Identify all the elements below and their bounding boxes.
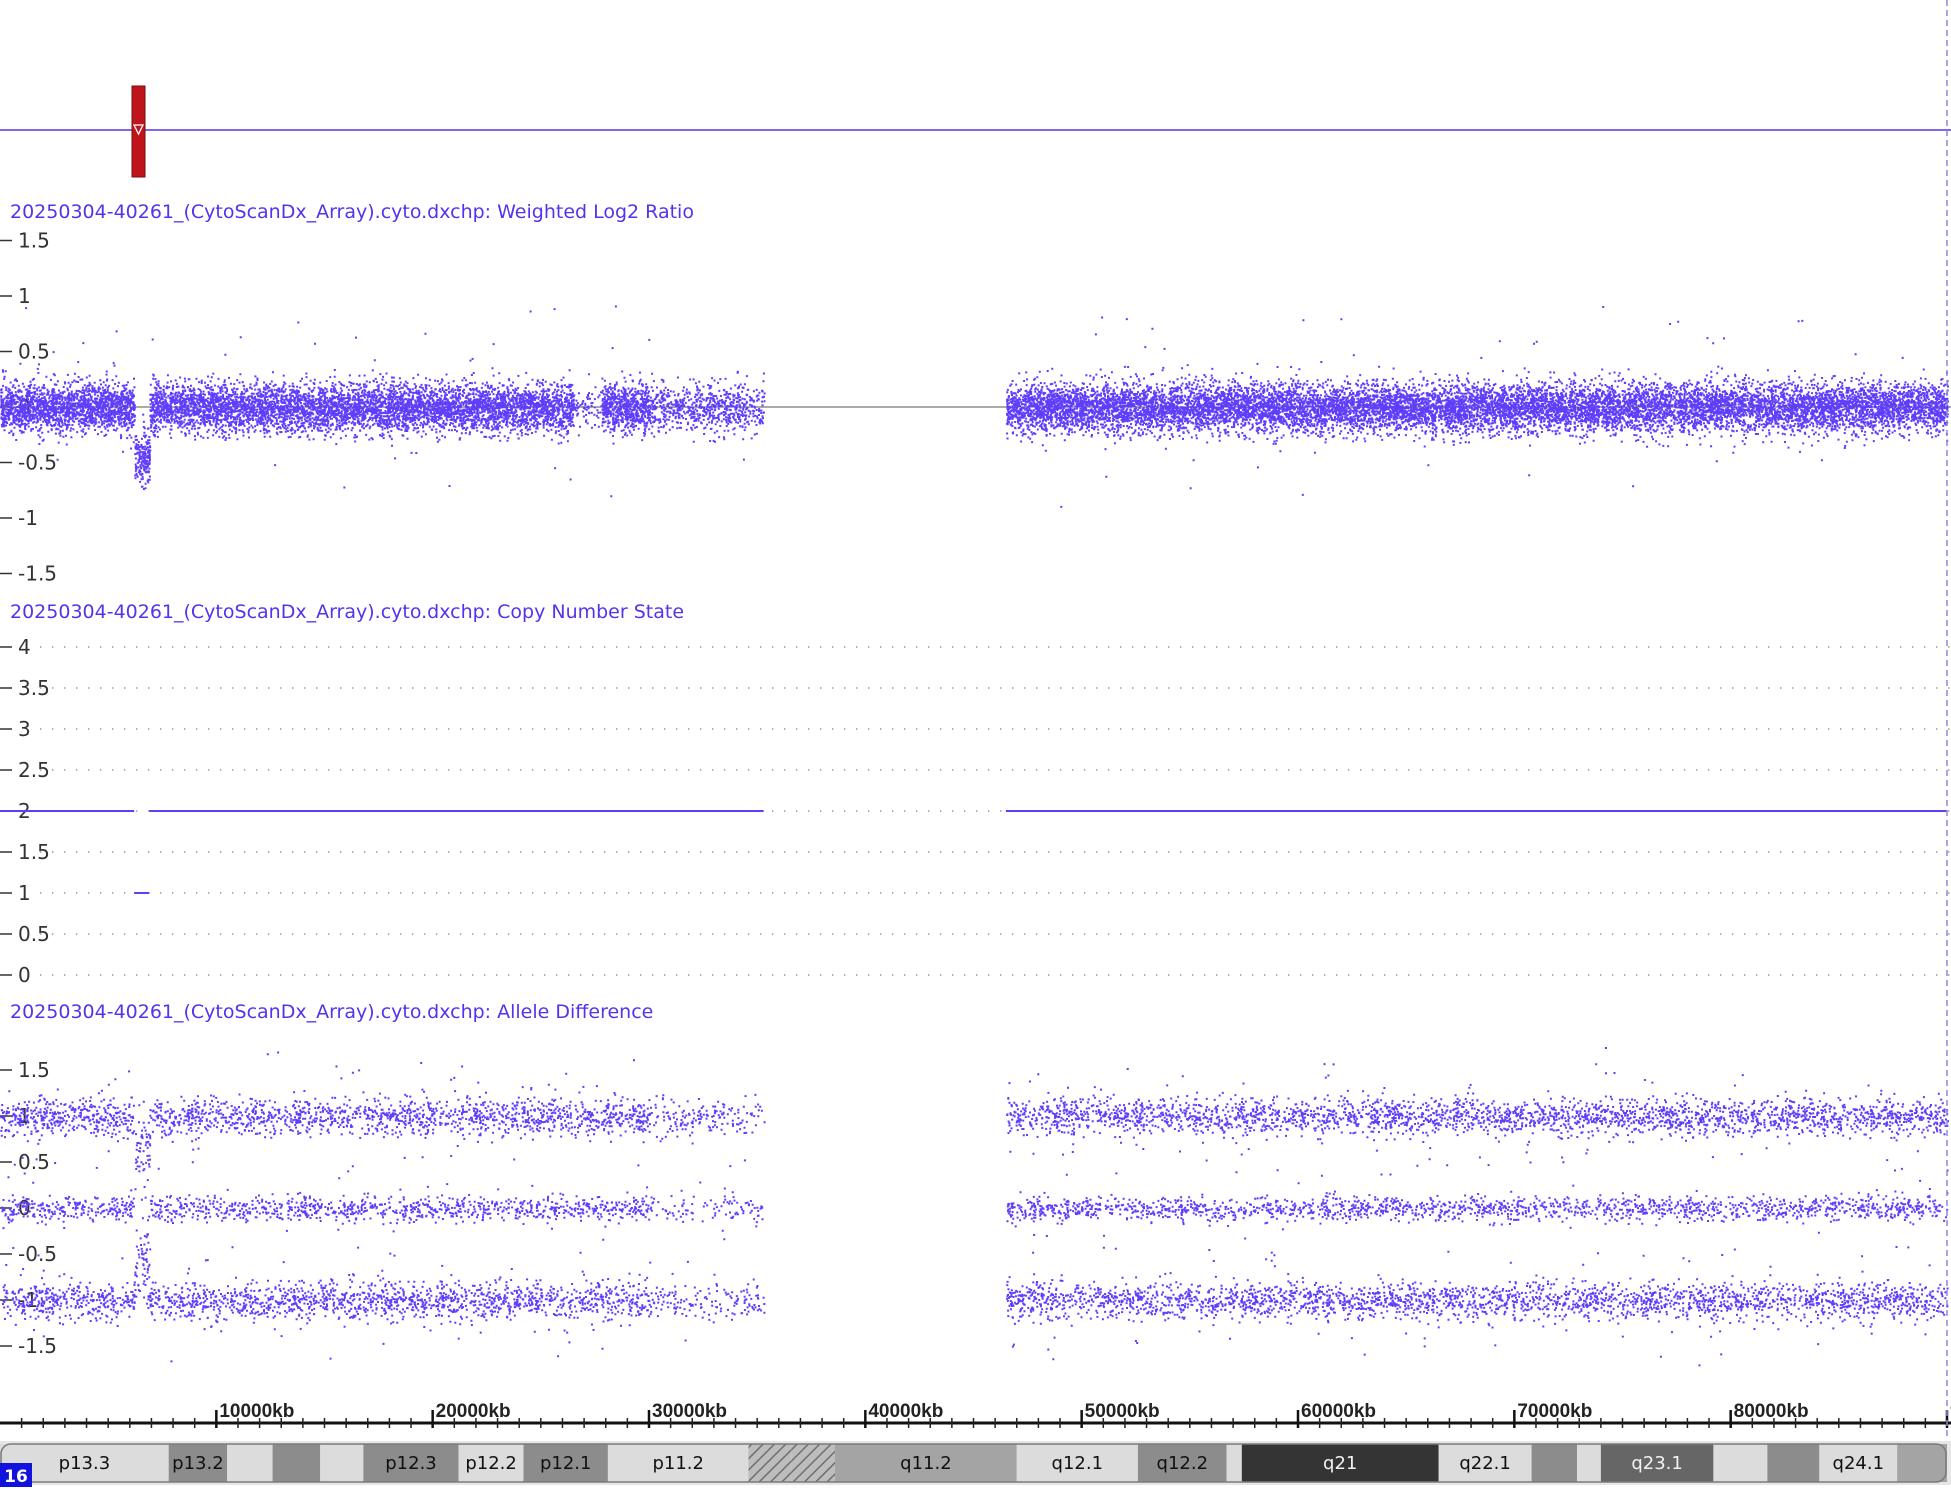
axis-tick-label: 4 [18,635,31,659]
ideogram-band-label: q21 [1323,1453,1357,1474]
ideogram-band-label: q23.1 [1631,1453,1683,1474]
copy-number-track[interactable]: 43.532.521.510.50 [0,635,1951,987]
ideogram-band [1531,1444,1577,1482]
axis-tick-label: 1.5 [18,229,50,253]
track-title-log2: 20250304-40261_(CytoScanDx_Array).cyto.d… [10,201,694,223]
axis-tick-label: -1 [18,506,38,530]
ruler-label: 80000kb [1734,1401,1809,1422]
ideogram-band [523,1444,608,1482]
ideogram-band [227,1444,273,1482]
ruler-label: 60000kb [1301,1401,1376,1422]
region-marker-bar[interactable] [131,85,146,178]
chromosome-number: 16 [4,1467,28,1487]
ruler-label: 30000kb [652,1401,727,1422]
ideogram-band [791,1444,836,1482]
log2-probe-points [0,305,1949,508]
ideogram-band [1767,1444,1820,1482]
axis-tick-label: 0.5 [18,1150,50,1174]
ideogram-band [1226,1444,1242,1482]
ideogram-band-label: q12.1 [1052,1453,1104,1474]
ideogram-band [1137,1444,1227,1482]
allele-difference-points [0,1047,1949,1367]
axis-tick-label: -0.5 [18,451,57,475]
ideogram-band [1600,1444,1714,1482]
ideogram-bands: p13.3 p13.2 p12.3 p12.2 p12.1 p11.2 q11.2 q12.1… [0,1443,1947,1483]
chromosome-badge-box [0,1463,32,1487]
ruler-minor-ticks [20,1418,1927,1428]
ruler-label: 70000kb [1517,1401,1592,1422]
chromosome-ideogram[interactable]: p13.3 p13.2 p12.3 p12.2 p12.1 p11.2 q11.2 q12.1… [0,1441,1951,1487]
ideogram-band [1577,1444,1601,1482]
ruler-label: 10000kb [219,1401,294,1422]
ideogram-band [458,1444,524,1482]
axis-tick-label: 2.5 [18,758,50,782]
ideogram-band [1016,1444,1138,1482]
ideogram-band-label: p11.2 [652,1453,704,1474]
axis-tick-label: 0.5 [18,922,50,946]
axis-tick-label: 0.5 [18,340,50,364]
ideogram-band [835,1444,1017,1482]
axis-tick-label: -1.5 [18,1334,57,1358]
ruler-label: 20000kb [436,1401,511,1422]
ideogram-band-label: q22.1 [1459,1453,1511,1474]
axis-tick-label: 1 [18,284,31,308]
ideogram-band-label: p12.3 [385,1453,437,1474]
axis-tick-label: 1.5 [18,1058,50,1082]
axis-tick-label: 3 [18,717,31,741]
ideogram-band [168,1444,228,1482]
down-triangle-icon [132,124,145,136]
allele-difference-track[interactable]: 1.510.50-0.5-1-1.5 [0,1047,1949,1367]
axis-tick-label: 0 [18,963,31,987]
ideogram-band-label: p13.2 [172,1453,224,1474]
ideogram-band-label: q11.2 [900,1453,952,1474]
ideogram-band-label: p12.1 [540,1453,592,1474]
ideogram-band-label: p12.2 [465,1453,517,1474]
position-ruler[interactable]: 10000kb 20000kb 30000kb 40000kb 50000kb 60000… [0,1401,1951,1428]
ideogram-band-label: p13.3 [59,1453,111,1474]
log2-ratio-track[interactable]: 1.510.50-0.5-1-1.5 [0,229,1951,586]
ideogram-band [607,1444,749,1482]
ideogram-band [1713,1444,1768,1482]
ideogram-band [1241,1444,1439,1482]
region-marker[interactable] [131,85,146,178]
ideogram-band [1819,1444,1898,1482]
ideogram-band [748,1444,792,1482]
allele-difference-axis: 1.510.50-0.5-1-1.5 [0,1058,57,1358]
ideogram-band [1897,1444,1947,1482]
axis-tick-label: -1.5 [18,562,57,586]
region-track [0,85,1951,178]
track-title-copy-number: 20250304-40261_(CytoScanDx_Array).cyto.d… [10,601,684,623]
axis-tick-label: 1 [18,881,31,905]
ruler-major-ticks: 10000kb 20000kb 30000kb 40000kb 50000kb 60000… [215,1401,1951,1428]
ideogram-band [363,1444,459,1482]
ideogram-band [1438,1444,1532,1482]
ideogram-band-label: q24.1 [1833,1453,1885,1474]
ruler-label: 50000kb [1085,1401,1160,1422]
axis-tick-label: 1.5 [18,840,50,864]
ideogram-band [272,1444,321,1482]
track-title-allele-difference: 20250304-40261_(CytoScanDx_Array).cyto.d… [10,1001,653,1023]
ideogram-band-label: q12.2 [1157,1453,1209,1474]
ideogram-band [320,1444,364,1482]
chromosome-badge: 16 [0,1463,32,1487]
axis-tick-label: 3.5 [18,676,50,700]
copy-number-segments [0,810,1947,894]
copy-number-axis: 43.532.521.510.50 [0,635,50,987]
axis-tick-label: -0.5 [18,1242,57,1266]
ruler-label: 40000kb [868,1401,943,1422]
